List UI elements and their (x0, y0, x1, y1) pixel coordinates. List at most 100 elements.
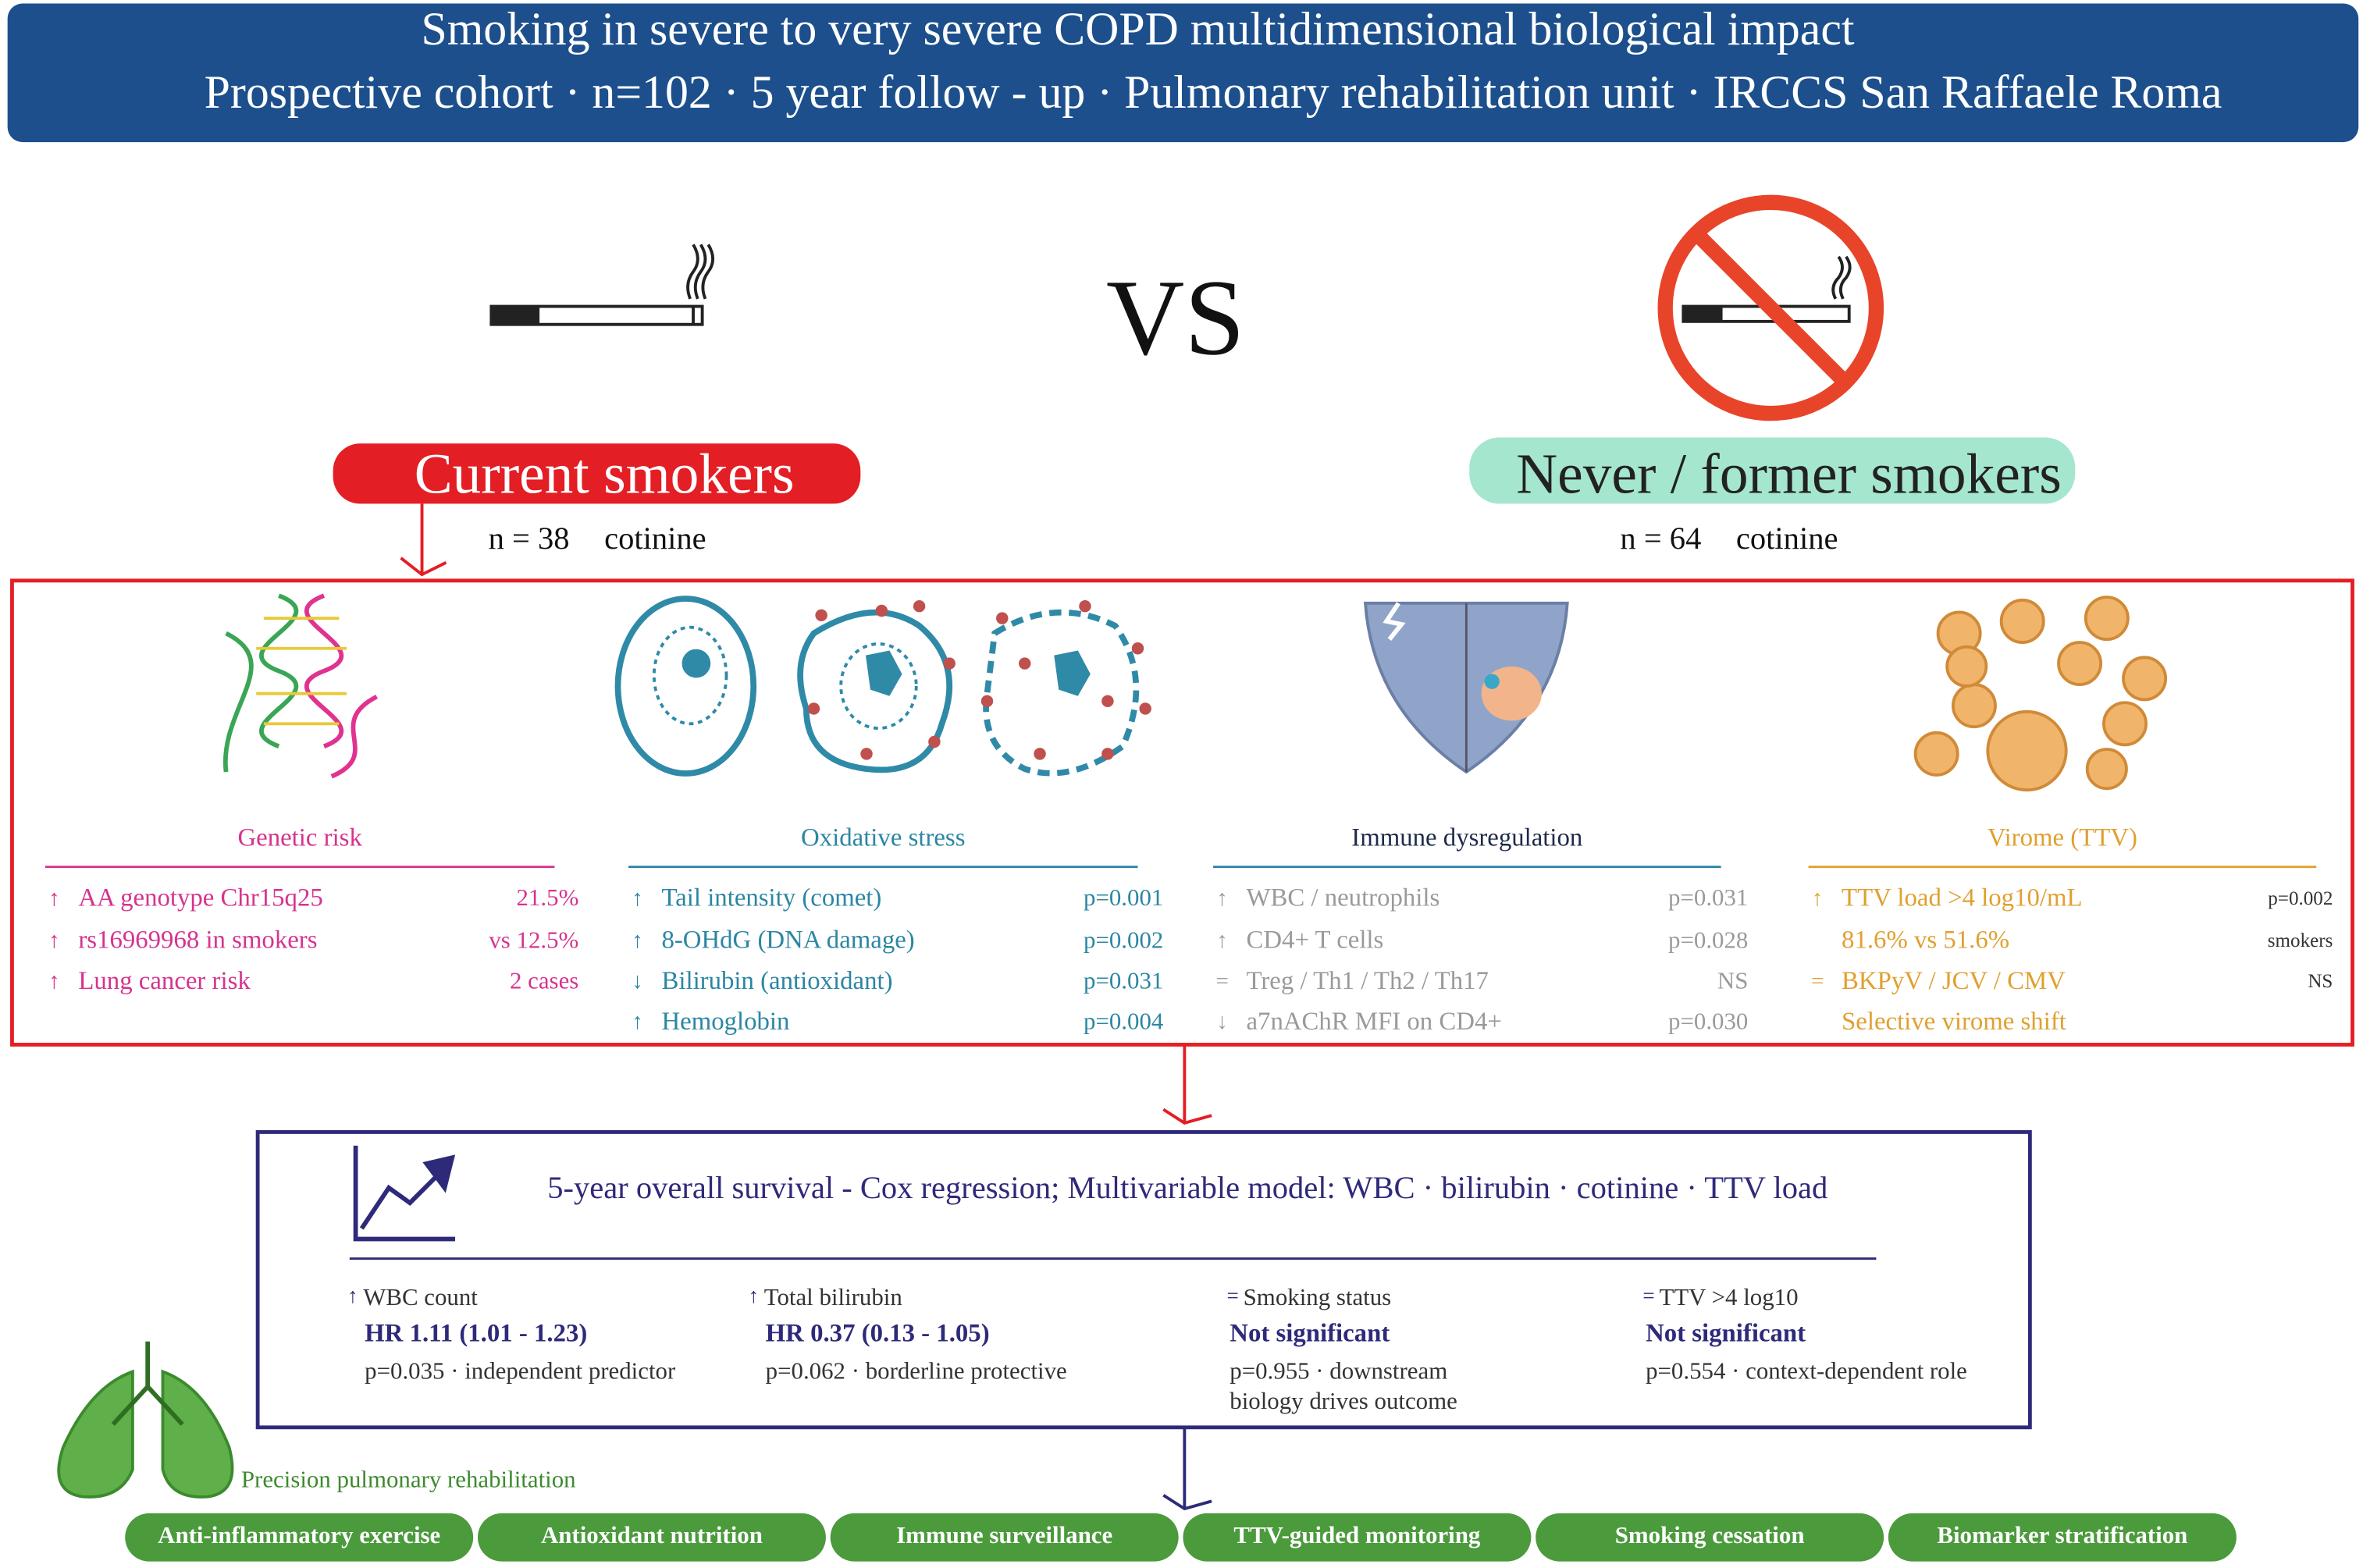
item-note: p=0.035 · independent predictor (365, 1356, 676, 1384)
group-marker: cotinine (1736, 521, 1838, 556)
group-n: n = 64 (1620, 521, 1701, 556)
row-stat: p=0.031 (1668, 884, 1748, 911)
panel-title: Immune dysregulation (1351, 823, 1582, 852)
rehab-pill-label: Smoking cessation (1615, 1521, 1805, 1548)
row-arrow: ↑ (48, 969, 59, 994)
row-arrow: ↑ (1216, 886, 1227, 911)
no-smoking-icon (1657, 194, 1884, 421)
row-stat: p=0.031 (1084, 966, 1163, 994)
item-result: Not significant (1646, 1320, 1806, 1348)
item-result: HR 1.11 (1.01 - 1.23) (365, 1320, 587, 1348)
survival-chart-icon (353, 1145, 456, 1242)
rehab-pill (125, 1513, 474, 1562)
row-text: Tail intensity (comet) (661, 884, 881, 912)
cigarette-icon (489, 244, 715, 326)
item-note: p=0.062 · borderline protective (766, 1356, 1067, 1384)
connector-arrow (1162, 1427, 1212, 1511)
item-arrow: = (1227, 1284, 1239, 1307)
row-stat: p=0.004 (1084, 1008, 1163, 1035)
group-marker: cotinine (604, 521, 706, 556)
header-subtitle: Prospective cohort · n=102 · 5 year foll… (205, 66, 2222, 118)
row-text: TTV load >4 log10/mL (1842, 884, 2082, 912)
rehab-pill-label: Immune surveillance (896, 1521, 1112, 1548)
rehab-pill (1888, 1513, 2237, 1562)
row-text: Bilirubin (antioxidant) (661, 967, 892, 995)
row-stat: p=0.028 (1668, 926, 1748, 953)
connector-arrow (1162, 1044, 1212, 1125)
row-stat: 21.5% (517, 884, 579, 911)
item-note: biology drives outcome (1230, 1387, 1457, 1414)
row-arrow: ↓ (1216, 1009, 1227, 1034)
row-text: Treg / Th1 / Th2 / Th17 (1247, 967, 1489, 995)
row-text: a7nAChR MFI on CD4+ (1247, 1008, 1502, 1036)
item-note: p=0.554 · context-dependent role (1646, 1356, 1967, 1384)
row-text: Selective virome shift (1842, 1008, 2066, 1036)
survival-box (255, 1130, 2032, 1430)
rehab-pill (1536, 1513, 1884, 1562)
item-result: Not significant (1230, 1320, 1390, 1348)
panel-title: Genetic risk (237, 823, 362, 852)
dna-icon (222, 593, 378, 779)
row-arrow: ↑ (48, 928, 59, 953)
item-label: Total bilirubin (764, 1283, 902, 1310)
virus-icon (1913, 596, 2168, 792)
connector-arrow (400, 503, 447, 577)
panel-title: Virome (TTV) (1988, 823, 2137, 852)
panels-box (10, 578, 2354, 1047)
row-text: Hemoglobin (661, 1008, 789, 1036)
row-text: BKPyV / JCV / CMV (1842, 967, 2066, 995)
vs-label: VS (1106, 258, 1245, 378)
lungs-icon (57, 1341, 234, 1499)
row-text: AA genotype Chr15q25 (78, 884, 322, 912)
rehab-pill (830, 1513, 1179, 1562)
current-smokers-pill (333, 443, 861, 504)
row-stat: NS (2308, 971, 2333, 992)
row-text: WBC / neutrophils (1247, 884, 1440, 912)
header-title: Smoking in severe to very severe COPD mu… (421, 3, 1854, 55)
cell-icons (614, 596, 1151, 777)
row-arrow: ↑ (632, 1009, 642, 1034)
rehab-label: Precision pulmonary rehabilitation (241, 1465, 576, 1492)
row-stat: vs 12.5% (489, 926, 578, 953)
row-text: Lung cancer risk (78, 967, 251, 995)
row-arrow: ↑ (632, 928, 642, 953)
row-stat: p=0.030 (1668, 1008, 1748, 1035)
row-stat: NS (1717, 966, 1748, 994)
row-stat: p=0.002 (2268, 888, 2333, 909)
rehab-pill-label: Anti-inflammatory exercise (158, 1521, 440, 1548)
item-result: HR 0.37 (0.13 - 1.05) (766, 1320, 990, 1348)
row-stat: p=0.002 (1084, 926, 1163, 953)
row-arrow: = (1215, 969, 1228, 994)
row-stat: smokers (2268, 930, 2333, 951)
item-label: WBC count (363, 1283, 478, 1310)
survival-title: 5-year overall survival - Cox regression… (547, 1170, 1827, 1205)
never-smokers-pill (1469, 437, 2076, 504)
row-text: 8-OHdG (DNA damage) (661, 926, 914, 955)
item-arrow: = (1642, 1284, 1654, 1307)
header-banner (7, 3, 2359, 143)
row-arrow: ↑ (1812, 886, 1823, 911)
panel-title: Oxidative stress (801, 823, 965, 852)
item-arrow: ↑ (347, 1284, 358, 1307)
row-text: 81.6% vs 51.6% (1842, 926, 2009, 955)
rehab-pill (1183, 1513, 1532, 1562)
row-arrow: ↑ (48, 886, 59, 911)
group-label: Current smokers (415, 442, 795, 505)
rehab-pill-label: Antioxidant nutrition (541, 1521, 763, 1548)
group-label: Never / former smokers (1516, 442, 2062, 505)
row-stat: p=0.001 (1084, 884, 1163, 911)
row-arrow: ↑ (1216, 928, 1227, 953)
item-label: Smoking status (1244, 1283, 1392, 1310)
item-note: p=0.955 · downstream (1230, 1356, 1447, 1384)
rehab-pill (477, 1513, 826, 1562)
item-label: TTV >4 log10 (1659, 1283, 1798, 1310)
rehab-pill-label: Biomarker stratification (1937, 1521, 2187, 1548)
item-arrow: ↑ (748, 1284, 759, 1307)
row-arrow: ↓ (632, 969, 642, 994)
row-arrow: = (1811, 969, 1824, 994)
row-stat: 2 cases (510, 966, 578, 994)
group-n: n = 38 (489, 521, 570, 556)
row-text: CD4+ T cells (1247, 926, 1384, 955)
shield-icon (1363, 601, 1569, 774)
